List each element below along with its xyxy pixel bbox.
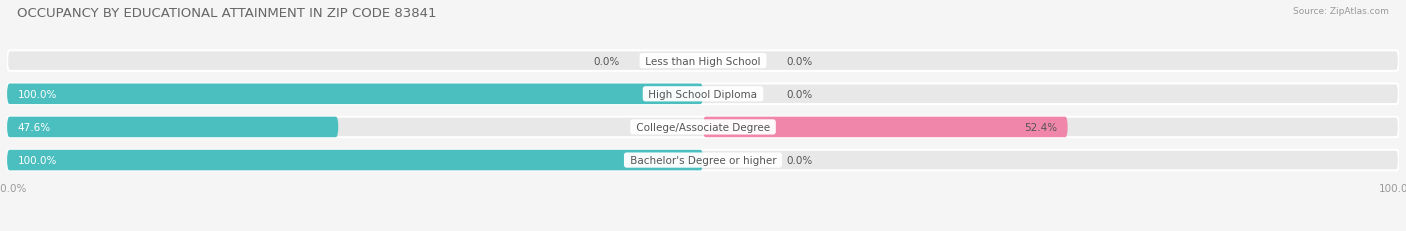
Text: Less than High School: Less than High School — [643, 56, 763, 66]
Text: OCCUPANCY BY EDUCATIONAL ATTAINMENT IN ZIP CODE 83841: OCCUPANCY BY EDUCATIONAL ATTAINMENT IN Z… — [17, 7, 436, 20]
Text: 0.0%: 0.0% — [786, 56, 813, 66]
Text: Source: ZipAtlas.com: Source: ZipAtlas.com — [1294, 7, 1389, 16]
FancyBboxPatch shape — [7, 84, 703, 105]
Text: 0.0%: 0.0% — [786, 155, 813, 165]
FancyBboxPatch shape — [7, 117, 339, 138]
FancyBboxPatch shape — [703, 117, 1067, 138]
FancyBboxPatch shape — [7, 150, 1399, 171]
Text: 100.0%: 100.0% — [17, 89, 56, 99]
Text: 100.0%: 100.0% — [17, 155, 56, 165]
Text: High School Diploma: High School Diploma — [645, 89, 761, 99]
FancyBboxPatch shape — [7, 117, 1399, 138]
Text: 47.6%: 47.6% — [17, 122, 51, 132]
Text: 0.0%: 0.0% — [786, 89, 813, 99]
Text: College/Associate Degree: College/Associate Degree — [633, 122, 773, 132]
FancyBboxPatch shape — [7, 150, 703, 171]
Legend: Owner-occupied, Renter-occupied: Owner-occupied, Renter-occupied — [598, 229, 808, 231]
FancyBboxPatch shape — [7, 51, 1399, 72]
Text: Bachelor's Degree or higher: Bachelor's Degree or higher — [627, 155, 779, 165]
Text: 0.0%: 0.0% — [593, 56, 620, 66]
Text: 52.4%: 52.4% — [1024, 122, 1057, 132]
FancyBboxPatch shape — [7, 84, 1399, 105]
